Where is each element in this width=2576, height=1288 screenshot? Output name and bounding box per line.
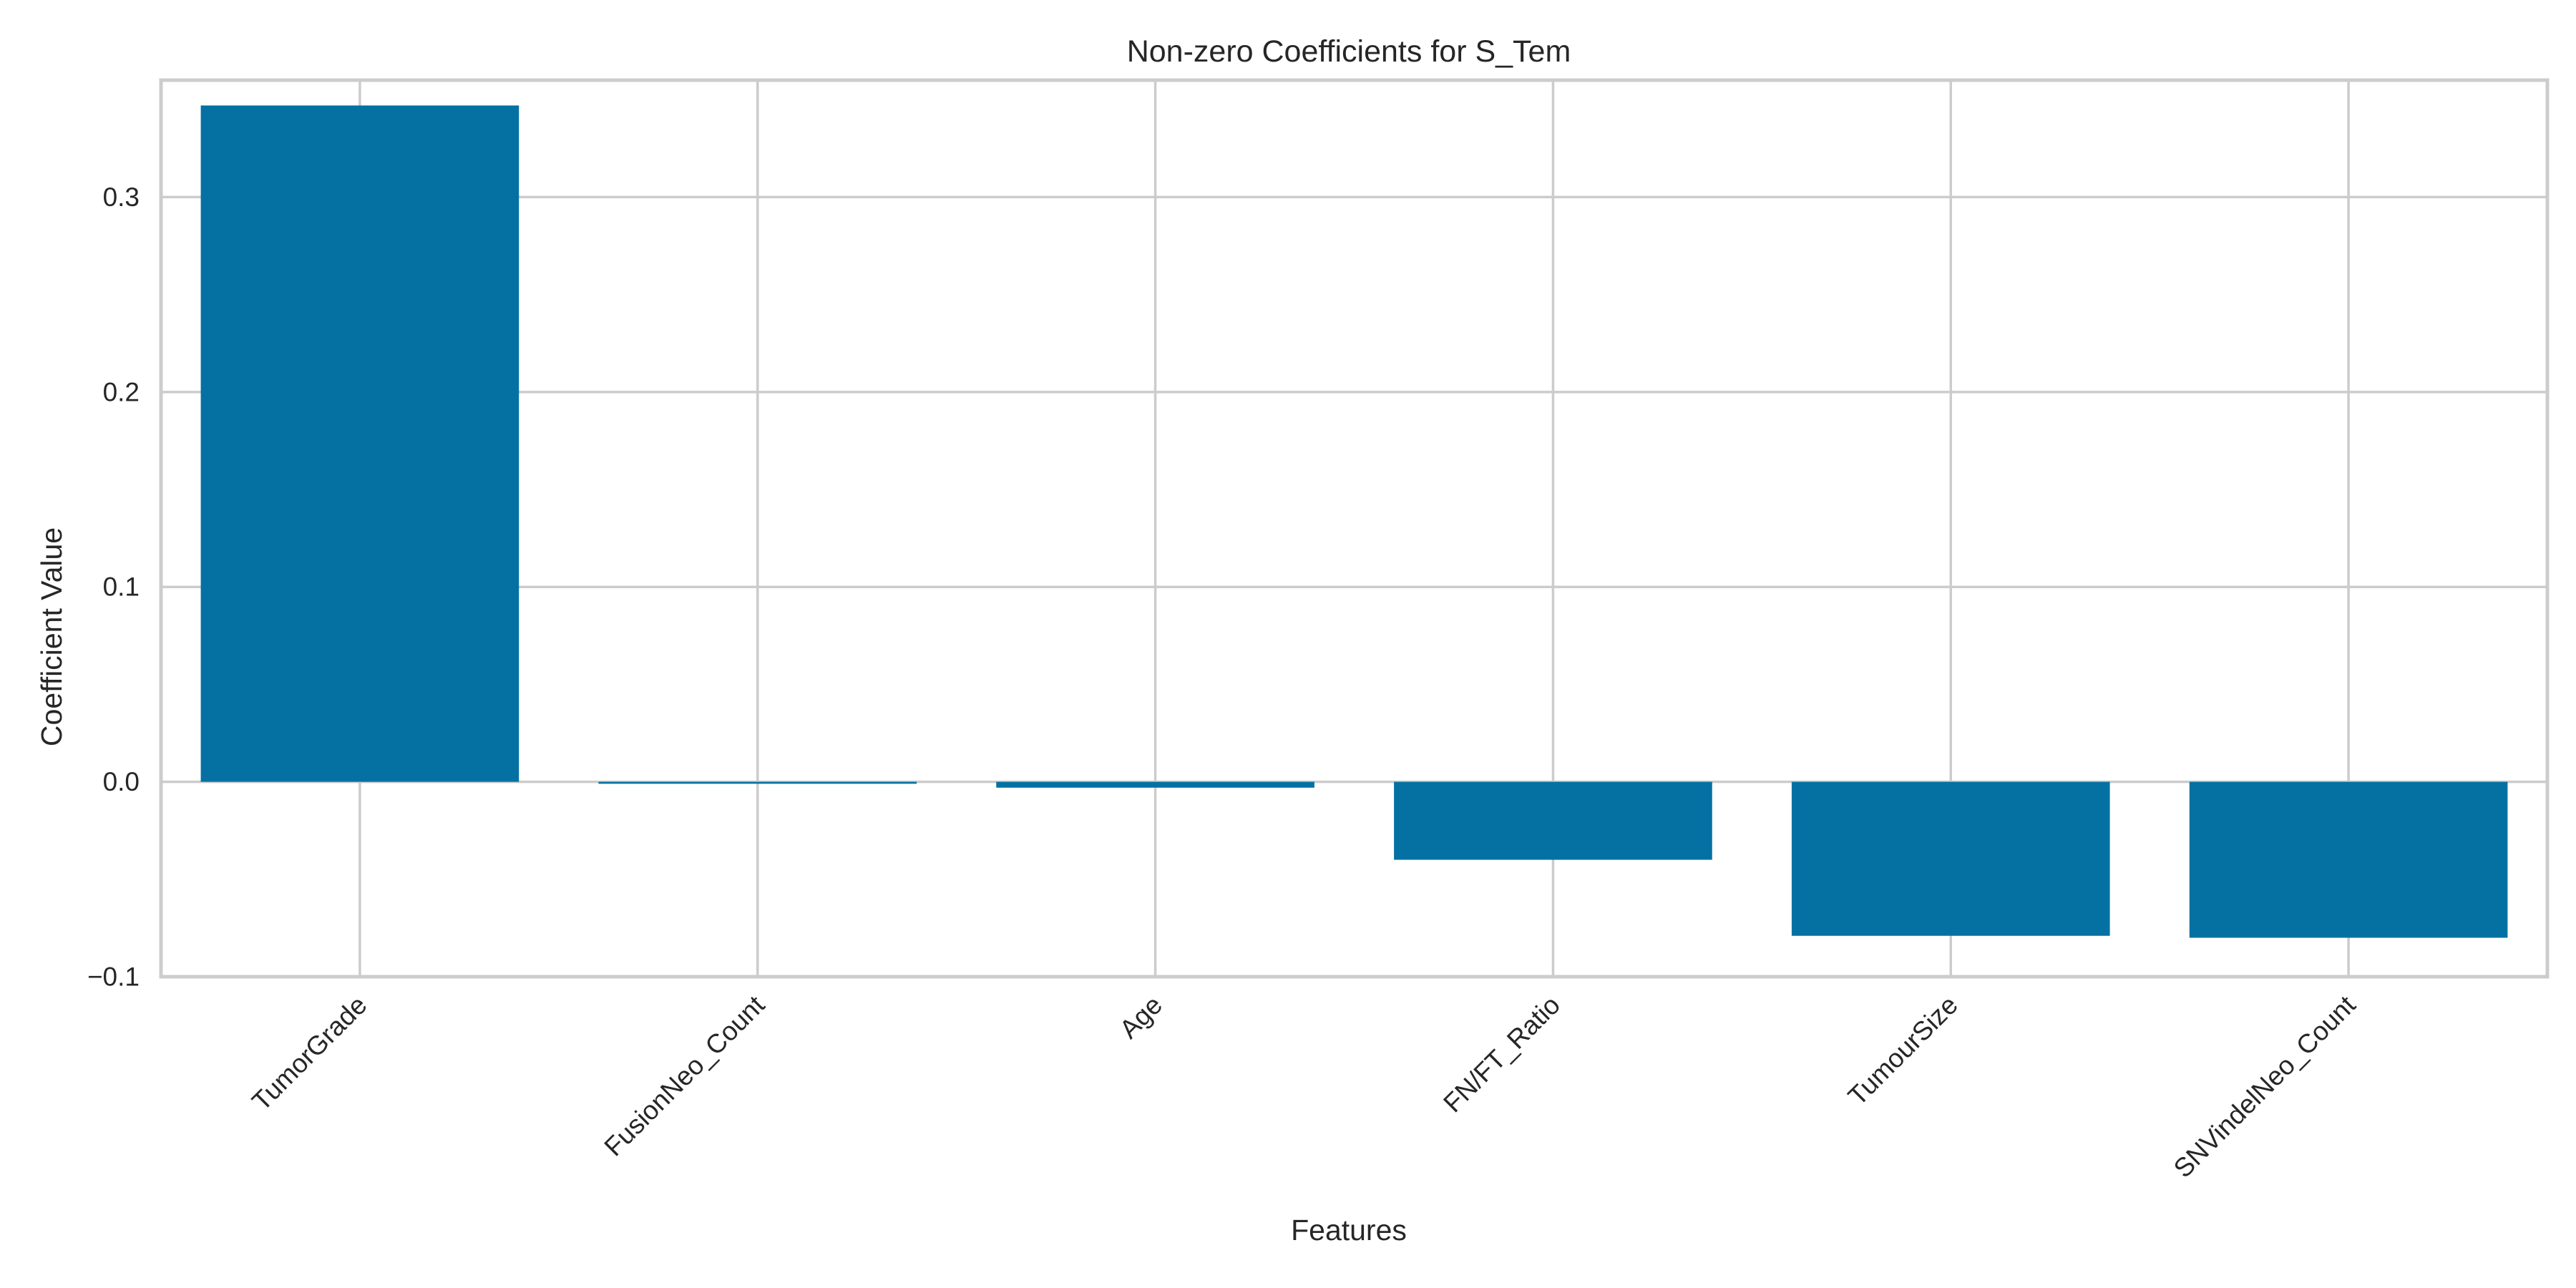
bar-fusionneo-count: [598, 781, 917, 784]
y-tick-label: −0.1: [87, 962, 140, 992]
plot-frame: [159, 78, 2550, 979]
bar-tumorgrade: [200, 105, 519, 782]
bar-age: [996, 781, 1314, 788]
y-tick-label: 0.1: [103, 572, 140, 602]
y-axis-label: Coefficient Value: [35, 527, 68, 746]
y-tick-label: 0.2: [103, 377, 140, 406]
y-tick-label: 0.3: [103, 182, 140, 212]
x-axis-label: Features: [1291, 1214, 1407, 1246]
bars: [200, 105, 2508, 938]
bar-fn-ft-ratio: [1394, 781, 1712, 860]
chart-title: Non-zero Coefficients for S_Tem: [1127, 34, 1571, 69]
bar-snvindelneo-count: [2189, 781, 2508, 938]
y-tick-label: 0.0: [103, 767, 140, 796]
bar-tumoursize: [1791, 781, 2110, 936]
y-tick-labels: −0.1 0.0 0.1 0.2 0.3: [87, 182, 140, 992]
